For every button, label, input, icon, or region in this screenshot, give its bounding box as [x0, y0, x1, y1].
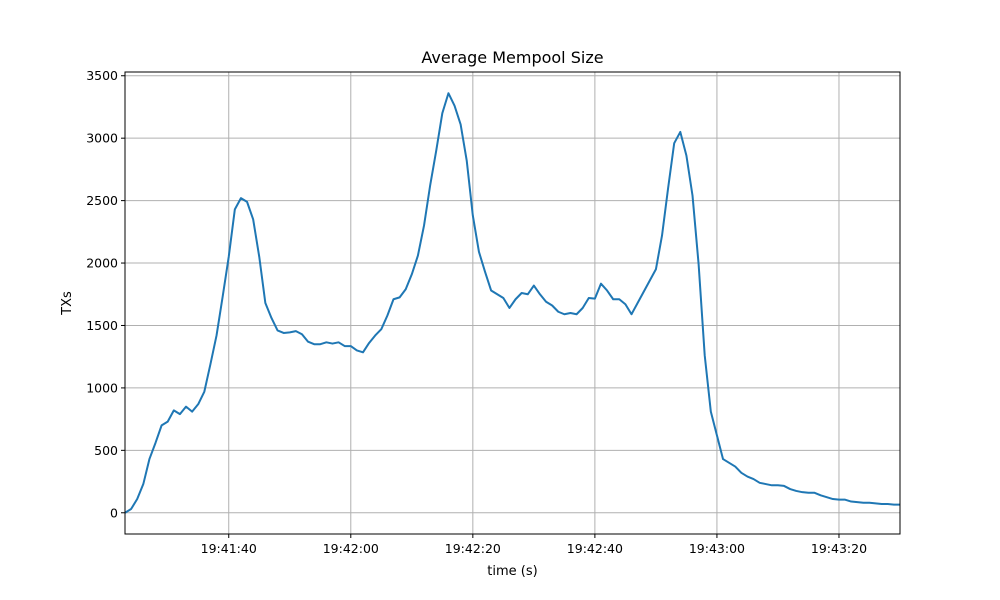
y-tick-label: 2000: [86, 256, 118, 271]
x-tick-label: 19:43:20: [811, 541, 867, 556]
y-tick-label: 3000: [86, 131, 118, 146]
y-axis-label: TXs: [60, 291, 75, 316]
y-tick-label: 0: [110, 505, 118, 520]
y-tick-label: 500: [94, 443, 118, 458]
x-axis-label: time (s): [487, 564, 537, 579]
x-tick-label: 19:42:00: [323, 541, 379, 556]
grid-layer: [125, 72, 900, 534]
series-line: [124, 92, 900, 514]
series-layer: [124, 92, 900, 514]
y-tick-label: 2500: [86, 193, 118, 208]
y-tick-label: 1500: [86, 318, 118, 333]
plot-frame: [124, 71, 901, 535]
x-tick-label: 19:42:20: [445, 541, 501, 556]
chart-title: Average Mempool Size: [421, 48, 603, 67]
tick-layer: 19:41:40 19:42:00 19:42:20 19:42:40 19:43:00…: [86, 68, 867, 556]
y-tick-label: 1000: [86, 380, 118, 395]
x-tick-label: 19:41:40: [201, 541, 257, 556]
y-tick-label: 3500: [86, 68, 118, 83]
x-tick-label: 19:42:40: [567, 541, 623, 556]
x-tick-label: 19:43:00: [689, 541, 745, 556]
